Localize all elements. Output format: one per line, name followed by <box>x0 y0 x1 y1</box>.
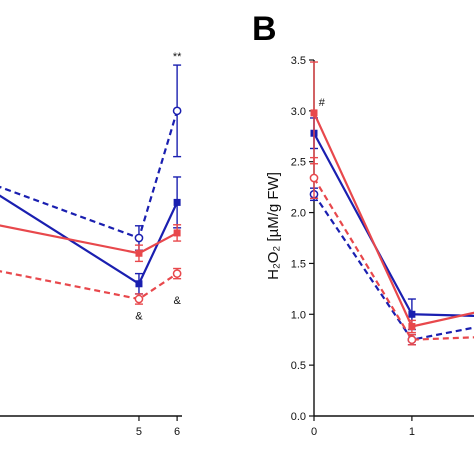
panel-a-x-tick-label: 5 <box>136 426 142 438</box>
panel-b-series-3-line <box>313 177 474 341</box>
panel-b-series-2-line <box>313 112 474 328</box>
panel-a-series-2-line <box>0 224 178 255</box>
panel-b-y-tick-label: 3.5 <box>291 55 306 67</box>
panel-a-series-0-point <box>135 280 143 288</box>
panel-a-series-1-line <box>0 110 179 240</box>
panel-a-series-1-point <box>172 106 182 116</box>
panel-b-series-2-point <box>310 109 318 117</box>
panel-b-y-tick-label: 1.5 <box>291 258 306 270</box>
panel-b-annotation: # <box>319 97 326 109</box>
panel-b-series-3-point <box>407 335 417 345</box>
panel-b-y-axis-label: H₂O₂ [µM/g FW] <box>265 172 282 280</box>
panel-b-series-3-point <box>309 173 319 183</box>
panel-a-series-2-point <box>135 249 143 257</box>
panel-b-series-0-point <box>408 310 416 318</box>
panel-b-x-tick-label: 1 <box>409 426 415 438</box>
panel-a-series-3-point <box>172 269 182 278</box>
panel-a-annotation: & <box>135 310 143 322</box>
panel-a-annotation: ** <box>173 51 182 63</box>
panel-a-series-1-point <box>134 233 144 243</box>
panel-b-y-tick-label: 2.5 <box>291 157 306 169</box>
panel-b-x-tick-label: 0 <box>311 426 317 438</box>
panel-b-y-tick-label: 2.0 <box>291 208 306 220</box>
panel-b-y-tick-label: 1.0 <box>291 309 306 321</box>
panel-a-series-3-line <box>0 270 178 301</box>
panel-b-series-2-point <box>408 322 416 330</box>
panel-a-annotation: & <box>173 295 181 307</box>
panel-a-series-0-point <box>173 198 181 206</box>
panel-a-series-3-point <box>134 294 144 304</box>
panel-b-y-tick-label: 3.0 <box>291 106 306 118</box>
panel-b-letter: B <box>252 10 277 48</box>
panel-b-y-tick-label: 0.0 <box>291 411 306 423</box>
panel-a-series-2-point <box>173 229 181 237</box>
panel-b-y-tick-label: 0.5 <box>291 360 306 372</box>
panel-a-x-tick-label: 6 <box>174 426 180 438</box>
chart-marks: 5 6 ** & & 0 1 0.0 0.5 1.0 1.5 2.0 2.5 3.0 3.5 # <box>0 51 474 438</box>
